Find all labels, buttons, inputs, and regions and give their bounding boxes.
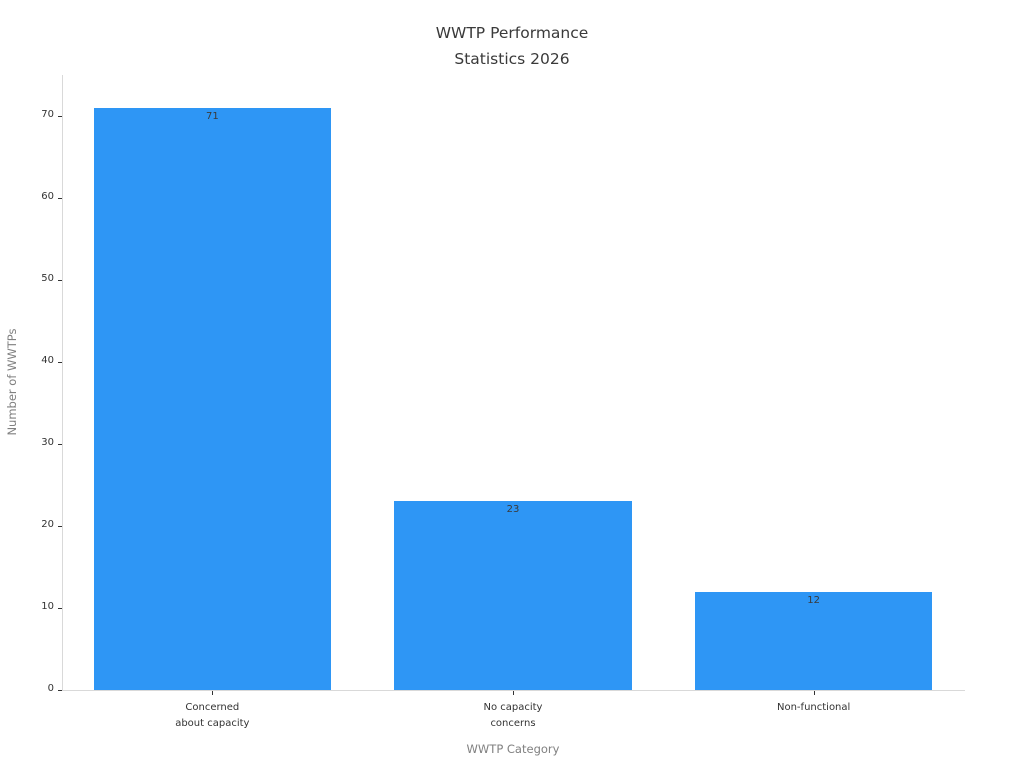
y-axis-tick-label: 20 (41, 519, 54, 530)
plot-area (62, 75, 965, 691)
bar (93, 107, 332, 690)
y-tick-mark (58, 116, 62, 117)
y-tick-mark (58, 690, 62, 691)
x-category-label: No capacity concerns (483, 702, 543, 729)
y-axis-tick-label: 50 (41, 273, 54, 284)
x-tick-mark (813, 691, 815, 695)
y-axis-title: Number of WWTPs (5, 328, 19, 436)
bar-value-label: 71 (205, 110, 219, 122)
bar-value-label: 23 (506, 504, 520, 516)
x-axis-title: WWTP Category (466, 742, 560, 756)
y-tick-mark (58, 526, 62, 527)
x-category-label: Non-functional (777, 702, 851, 713)
y-tick-mark (58, 280, 62, 281)
chart-title: WWTP Performance Statistics 2026 (435, 24, 589, 68)
y-axis-tick-label: 70 (41, 109, 54, 120)
y-tick-mark (58, 608, 62, 609)
x-tick-mark (513, 691, 514, 695)
bar (694, 591, 933, 690)
x-tick-mark (212, 691, 214, 695)
y-axis-tick-label: 40 (41, 355, 54, 366)
y-axis-tick-label: 10 (41, 601, 54, 612)
y-axis-tick-label: 60 (41, 191, 54, 202)
bar-value-label: 12 (807, 594, 821, 606)
x-category-label: Concerned about capacity (175, 702, 250, 729)
y-tick-mark (58, 444, 62, 445)
y-tick-mark (58, 198, 62, 199)
y-axis-tick-label: 0 (47, 683, 54, 694)
y-axis-tick-label: 30 (41, 437, 54, 448)
y-tick-mark (58, 362, 62, 363)
bar (394, 501, 632, 690)
